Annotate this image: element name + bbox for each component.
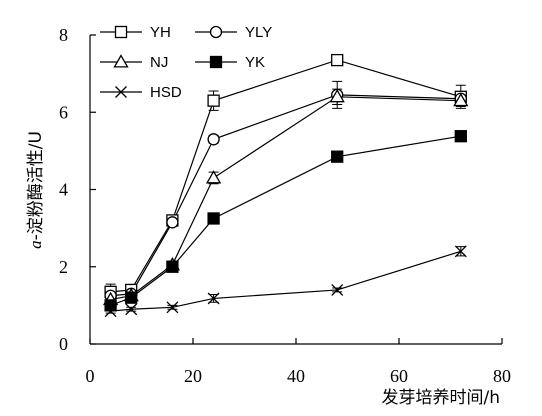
data-point-hsd [104, 305, 117, 318]
data-point-yh [207, 94, 220, 107]
y-tick-label: 0 [59, 334, 68, 354]
legend-marker-hsd [115, 86, 127, 98]
series-line-yly [110, 94, 461, 297]
data-point-yk [104, 299, 117, 312]
data-point-yh [331, 53, 344, 67]
y-tick-label: 2 [59, 257, 68, 277]
series-line-hsd [110, 250, 461, 312]
legend-label-yk: YK [245, 54, 265, 71]
y-axis-title-text: -淀粉酶活性/U [26, 131, 46, 240]
legend: YH YLY NJ YK HSD [100, 24, 272, 101]
legend-marker-yk [209, 55, 223, 69]
x-tick-label: 20 [184, 366, 202, 386]
legend-marker-yly [209, 25, 223, 39]
x-tick-label: 40 [287, 366, 305, 386]
data-point-yk [331, 150, 344, 163]
data-point-hsd [454, 245, 467, 258]
data-point-yk [207, 212, 220, 225]
legend-label-nj: NJ [150, 54, 168, 71]
legend-label-yh: YH [150, 24, 171, 41]
legend-marker-yh [114, 25, 128, 39]
data-point-nj [453, 92, 469, 107]
legend-label-yly: YLY [245, 24, 272, 41]
y-axis-title-symbol: a [26, 240, 45, 249]
y-axis-title: a-淀粉酶活性/U [26, 131, 46, 249]
x-axis-title: 发芽培养时间/h [381, 388, 500, 408]
y-tick-label: 8 [59, 25, 68, 45]
data-point-hsd [331, 283, 344, 296]
series-line-nj [110, 96, 461, 301]
y-tick-label: 6 [59, 102, 68, 122]
data-point-nj [329, 88, 345, 103]
data-markers [102, 53, 469, 318]
axes [89, 35, 502, 345]
x-tick-label: 80 [493, 366, 511, 386]
data-point-yk [454, 130, 467, 143]
y-tick-label: 4 [59, 180, 68, 200]
legend-marker-nj [113, 54, 129, 68]
data-point-hsd [125, 303, 138, 316]
series-line-yk [110, 135, 461, 306]
data-point-nj [205, 170, 222, 184]
data-point-yly [207, 133, 220, 146]
x-tick-label: 0 [86, 366, 95, 386]
data-point-yly [166, 216, 179, 229]
data-point-hsd [166, 301, 179, 314]
data-point-hsd [207, 292, 220, 305]
legend-label-hsd: HSD [150, 84, 182, 101]
data-point-yk [166, 260, 179, 273]
x-tick-label: 60 [390, 366, 408, 386]
data-point-yk [125, 291, 138, 304]
